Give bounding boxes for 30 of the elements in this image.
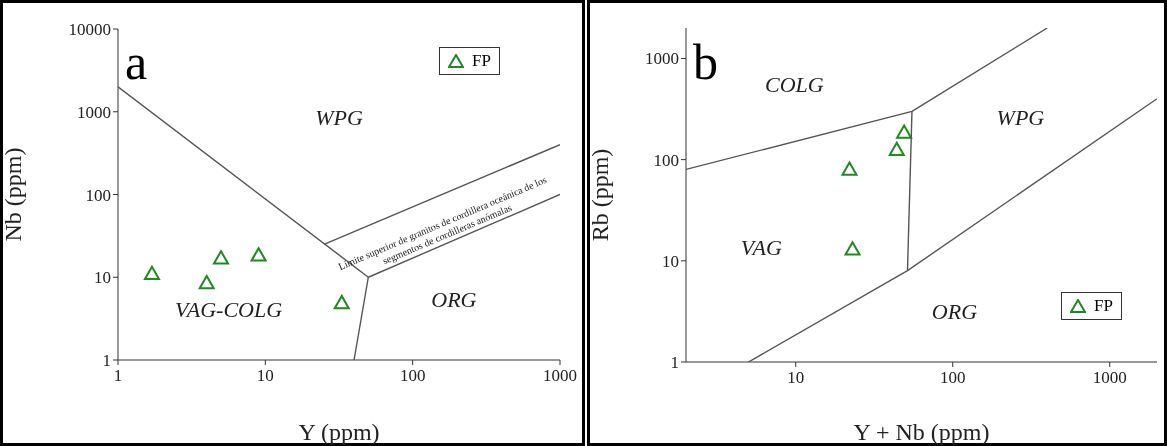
annotation: ORG — [430, 287, 478, 314]
annotation: WPG — [995, 105, 1046, 132]
x-tick-label: 10 — [787, 368, 805, 388]
annotation: a — [125, 34, 148, 90]
annotation: WPG — [314, 105, 364, 132]
x-axis-title: Y + Nb (ppm) — [853, 419, 990, 445]
y-tick-label: 1000 — [645, 49, 679, 69]
y-tick-label: 10000 — [68, 20, 111, 40]
annotation: VAG-COLG — [173, 297, 284, 324]
legend-label: FP — [472, 51, 491, 71]
y-tick-label: 10 — [662, 251, 679, 271]
y-tick-label: 1000 — [77, 102, 111, 122]
x-axis-title: Y (ppm) — [298, 419, 380, 445]
legend-label: FP — [1094, 296, 1113, 316]
annotation: COLG — [764, 71, 824, 97]
y-tick-label: 10 — [94, 268, 111, 288]
annotation: VAG — [739, 235, 783, 262]
y-tick-label: 100 — [653, 150, 679, 170]
x-tick-label: 100 — [399, 366, 426, 386]
y-tick-label: 1 — [102, 351, 111, 371]
y-tick-label: 1 — [670, 353, 679, 373]
annotation: ORG — [930, 298, 979, 325]
x-tick-label: 1000 — [1092, 368, 1127, 388]
y-axis-title: Rb (ppm) — [586, 148, 613, 242]
x-tick-label: 100 — [939, 368, 966, 388]
y-axis-title: Nb (ppm) — [0, 147, 26, 242]
x-tick-label: 1000 — [543, 366, 577, 386]
annotation: b — [693, 34, 718, 90]
x-tick-label: 10 — [256, 366, 274, 386]
y-tick-label: 100 — [85, 185, 111, 205]
